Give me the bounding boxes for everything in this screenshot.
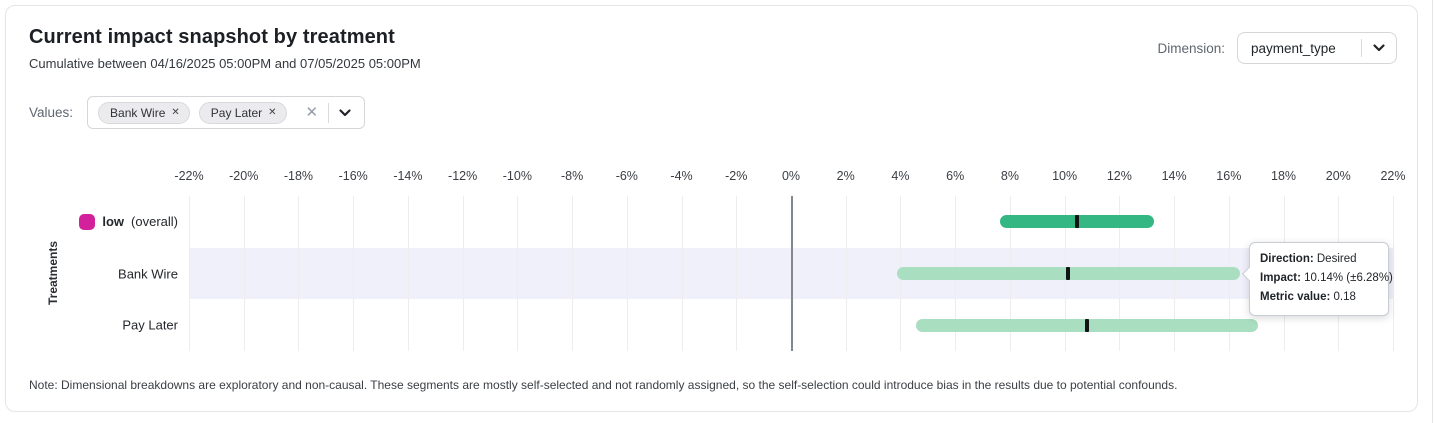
chip-remove-icon[interactable]: ✕ (171, 107, 180, 118)
gridline (845, 196, 847, 351)
gridline (681, 196, 683, 351)
x-tick-label: 18% (1271, 169, 1297, 183)
x-tick-label: -2% (725, 169, 748, 183)
x-tick-label: 4% (891, 169, 910, 183)
x-tick-label: -6% (615, 169, 638, 183)
plot-area (189, 196, 1394, 351)
gridline (626, 196, 628, 351)
tooltip-row: Metric value: 0.18 (1260, 291, 1356, 303)
x-tick-label: 8% (1000, 169, 1019, 183)
impact-center-marker (1066, 267, 1071, 280)
filter-chip[interactable]: Pay Later ✕ (198, 101, 287, 124)
gridline (407, 196, 409, 351)
gridline (189, 196, 190, 351)
row-label: low (overall) (79, 213, 178, 230)
select-divider (1361, 39, 1362, 57)
gridline (736, 196, 738, 351)
row-label: Bank Wire (118, 266, 178, 281)
x-tick-label: -16% (338, 169, 368, 183)
dimension-select[interactable]: payment_type (1237, 32, 1397, 64)
x-tick-label: 12% (1106, 169, 1132, 183)
tooltip-row: Direction: Desired (1260, 253, 1357, 265)
row-label: Pay Later (122, 317, 178, 333)
tooltip: Direction: Desired Impact: 10.14% (±6.28%… (1241, 242, 1393, 316)
impact-center-marker (1085, 318, 1090, 332)
chip-list: Bank Wire ✕ Pay Later ✕ (98, 101, 296, 124)
dimension-label: Dimension: (1157, 40, 1225, 56)
x-tick-label: 16% (1216, 169, 1242, 183)
page-edge-divider (1432, 0, 1433, 423)
x-tick-label: 20% (1325, 169, 1351, 183)
x-tick-label: -20% (229, 169, 259, 183)
values-multiselect[interactable]: Bank Wire ✕ Pay Later ✕ ✕ (87, 96, 366, 129)
gridline (353, 196, 355, 351)
date-range-subtitle: Cumulative between 04/16/2025 05:00PM an… (29, 56, 421, 71)
select-divider (328, 102, 330, 123)
filter-chip-label: Pay Later (210, 105, 263, 120)
x-tick-label: -22% (174, 169, 204, 183)
row-labels: low (overall) Bank Wire Pay Later (6, 196, 178, 351)
impact-center-marker (1074, 215, 1079, 229)
dimension-select-value: payment_type (1251, 40, 1336, 56)
x-tick-label: -10% (502, 169, 532, 183)
legend-swatch (79, 213, 96, 230)
x-tick-label: 2% (836, 169, 855, 183)
x-tick-label: 22% (1380, 169, 1406, 183)
gridline (243, 196, 245, 351)
values-label: Values: (29, 105, 74, 120)
x-axis: -22% -20% -18% -16% -14% -12% -10% -8% -6% -4% -2%… (174, 169, 1405, 185)
gridline (298, 196, 300, 351)
x-tick-label: -14% (393, 169, 423, 183)
x-tick-label: -12% (448, 169, 478, 183)
chip-remove-icon[interactable]: ✕ (268, 107, 277, 118)
x-tick-label: 6% (946, 169, 965, 183)
tooltip-row: Impact: 10.14% (±6.28%) (1260, 272, 1393, 284)
clear-all-icon[interactable]: ✕ (305, 104, 319, 121)
filter-chip[interactable]: Bank Wire ✕ (98, 101, 190, 124)
values-filter: Values: Bank Wire ✕ Pay Later ✕ ✕ (29, 96, 366, 129)
filter-chip-label: Bank Wire (110, 105, 166, 120)
gridline (517, 196, 519, 351)
gridline (572, 196, 574, 351)
chevron-down-icon[interactable] (338, 106, 352, 120)
impact-snapshot-card: Current impact snapshot by treatment Cum… (5, 5, 1418, 412)
x-tick-label: -8% (560, 169, 584, 183)
zero-gridline (791, 196, 793, 351)
gridline (462, 196, 464, 351)
x-tick-label: -4% (670, 169, 693, 183)
footnote: Note: Dimensional breakdowns are explora… (29, 378, 1178, 392)
dimension-control: Dimension: payment_type (1157, 32, 1397, 64)
gridline (1393, 196, 1394, 351)
y-axis-title: Treatments (46, 240, 60, 306)
page-title: Current impact snapshot by treatment (29, 26, 395, 48)
x-tick-label: 0% (781, 169, 801, 183)
x-tick-label: 10% (1052, 169, 1078, 183)
x-tick-label: 14% (1161, 169, 1187, 183)
x-tick-label: -18% (283, 169, 314, 183)
chevron-down-icon[interactable] (1362, 41, 1396, 55)
